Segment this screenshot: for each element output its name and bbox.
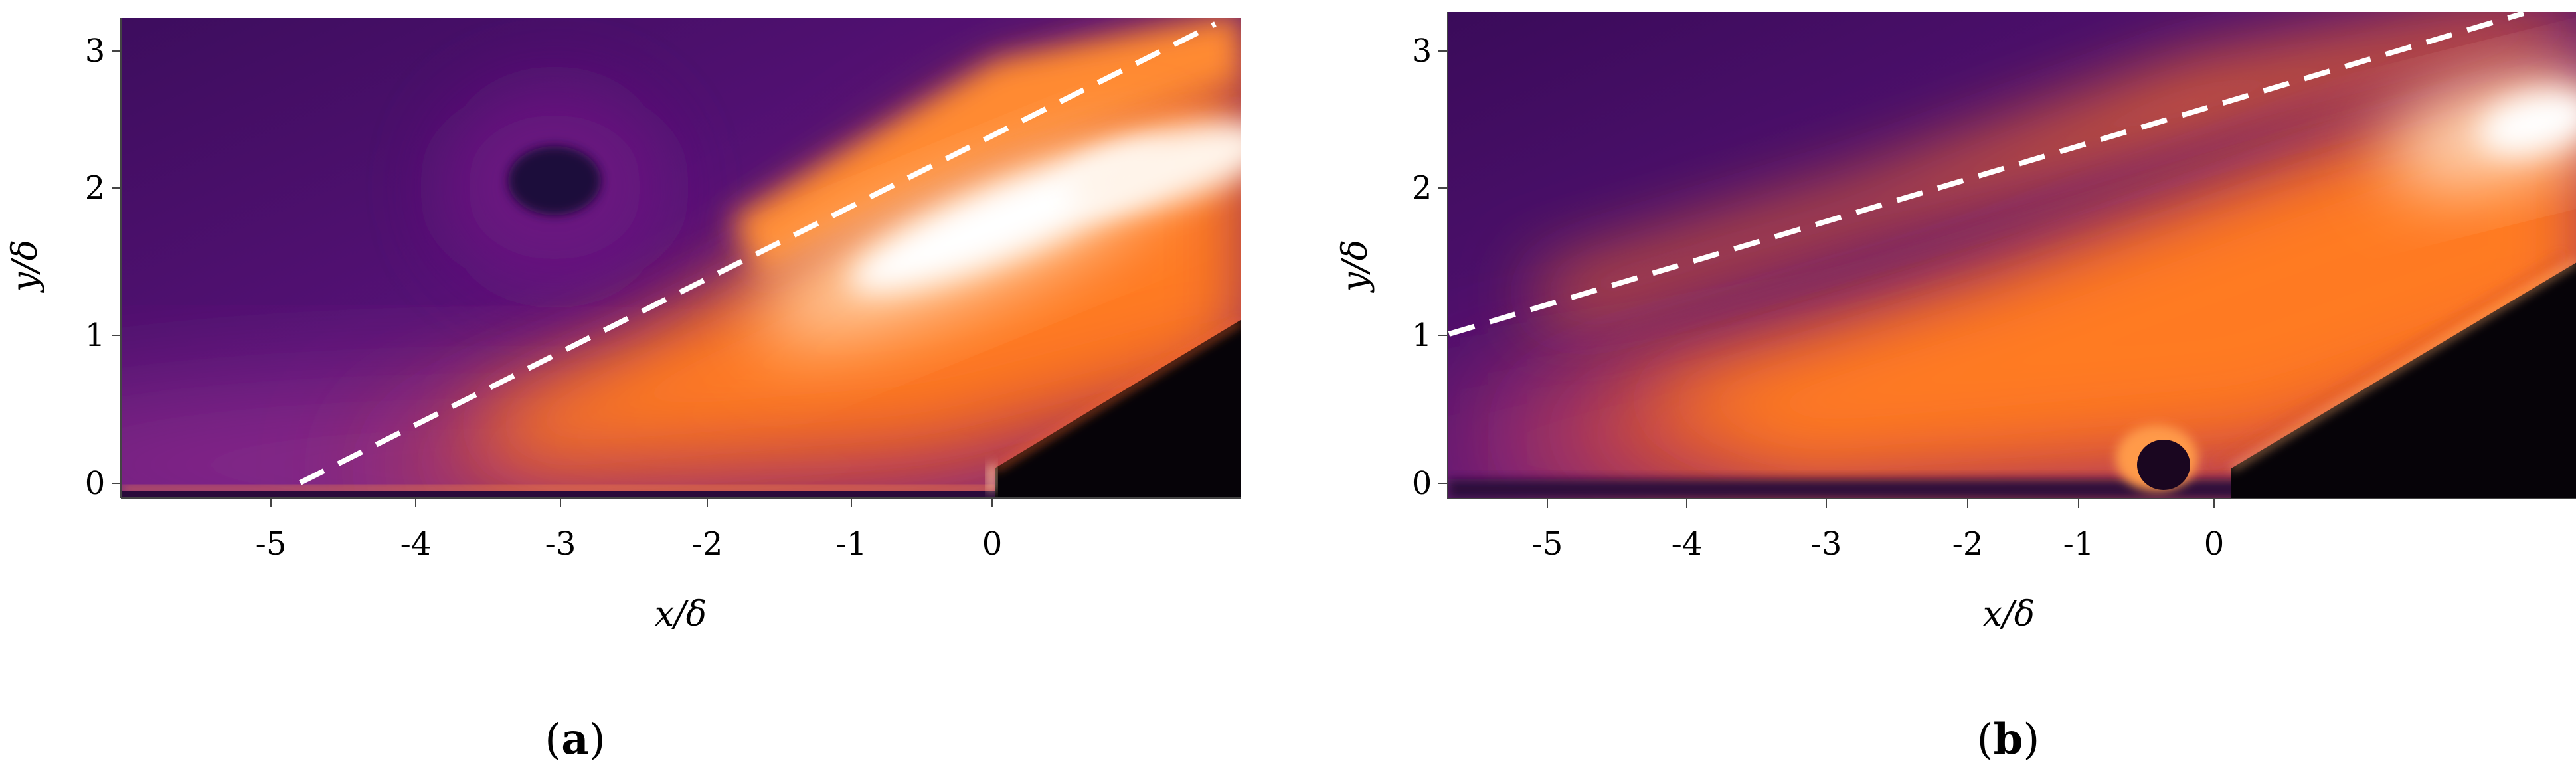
xtick-b-5: 0 <box>2204 525 2225 562</box>
xtick-a-2: -3 <box>545 525 576 562</box>
xtick-b-3: -2 <box>1952 525 1984 562</box>
xtick-a-4: -1 <box>836 525 867 562</box>
xtick-b-2: -3 <box>1811 525 1842 562</box>
xtick-b-1: -4 <box>1672 525 1703 562</box>
panel-a: 0 1 2 3 y/δ -5 -4 -3 -2 -1 0 x/δ (a) <box>5 18 1241 764</box>
caption-a: (a) <box>545 715 605 764</box>
y-axis-a: 0 1 2 3 y/δ <box>5 18 122 502</box>
xlabel-b: x/δ <box>1983 594 2035 634</box>
ramp-wedge-b <box>2231 262 2576 499</box>
ytick-a-0: 0 <box>85 465 106 502</box>
x-axis-a: -5 -4 -3 -2 -1 0 x/δ <box>121 497 1241 634</box>
ramp-wedge-a <box>995 320 1241 498</box>
dark-spot-a <box>508 146 601 215</box>
ytick-b-1: 1 <box>1412 317 1432 354</box>
xtick-a-5: 0 <box>982 525 1003 562</box>
ytick-b-0: 0 <box>1412 465 1432 502</box>
ytick-b-2: 2 <box>1412 169 1432 207</box>
caption-b: (b) <box>1977 715 2040 764</box>
x-axis-b: -5 -4 -3 -2 -1 0 x/δ <box>1448 498 2576 634</box>
xtick-b-4: -1 <box>2063 525 2095 562</box>
xtick-b-0: -5 <box>1532 525 1563 562</box>
xtick-a-0: -5 <box>256 525 287 562</box>
ylabel-b: y/δ <box>1335 240 1375 293</box>
shock-line-a <box>299 21 1217 485</box>
ylabel-a: y/δ <box>5 240 45 293</box>
y-axis-b: 0 1 2 3 y/δ <box>1335 12 1448 502</box>
step-bump-b <box>2137 440 2190 490</box>
shock-line-b <box>1448 11 2525 337</box>
ytick-b-3: 3 <box>1412 33 1432 70</box>
xtick-a-1: -4 <box>400 525 432 562</box>
colormap-field-b <box>1448 12 2576 499</box>
ytick-a-2: 2 <box>85 169 106 207</box>
colormap-field-a <box>121 18 1241 498</box>
ytick-a-1: 1 <box>85 317 106 354</box>
xlabel-a: x/δ <box>655 594 707 634</box>
ytick-a-3: 3 <box>85 33 106 70</box>
xtick-a-3: -2 <box>692 525 723 562</box>
panel-b: 0 1 2 3 y/δ -5 -4 -3 -2 -1 0 x/δ (b) <box>1335 11 2576 764</box>
